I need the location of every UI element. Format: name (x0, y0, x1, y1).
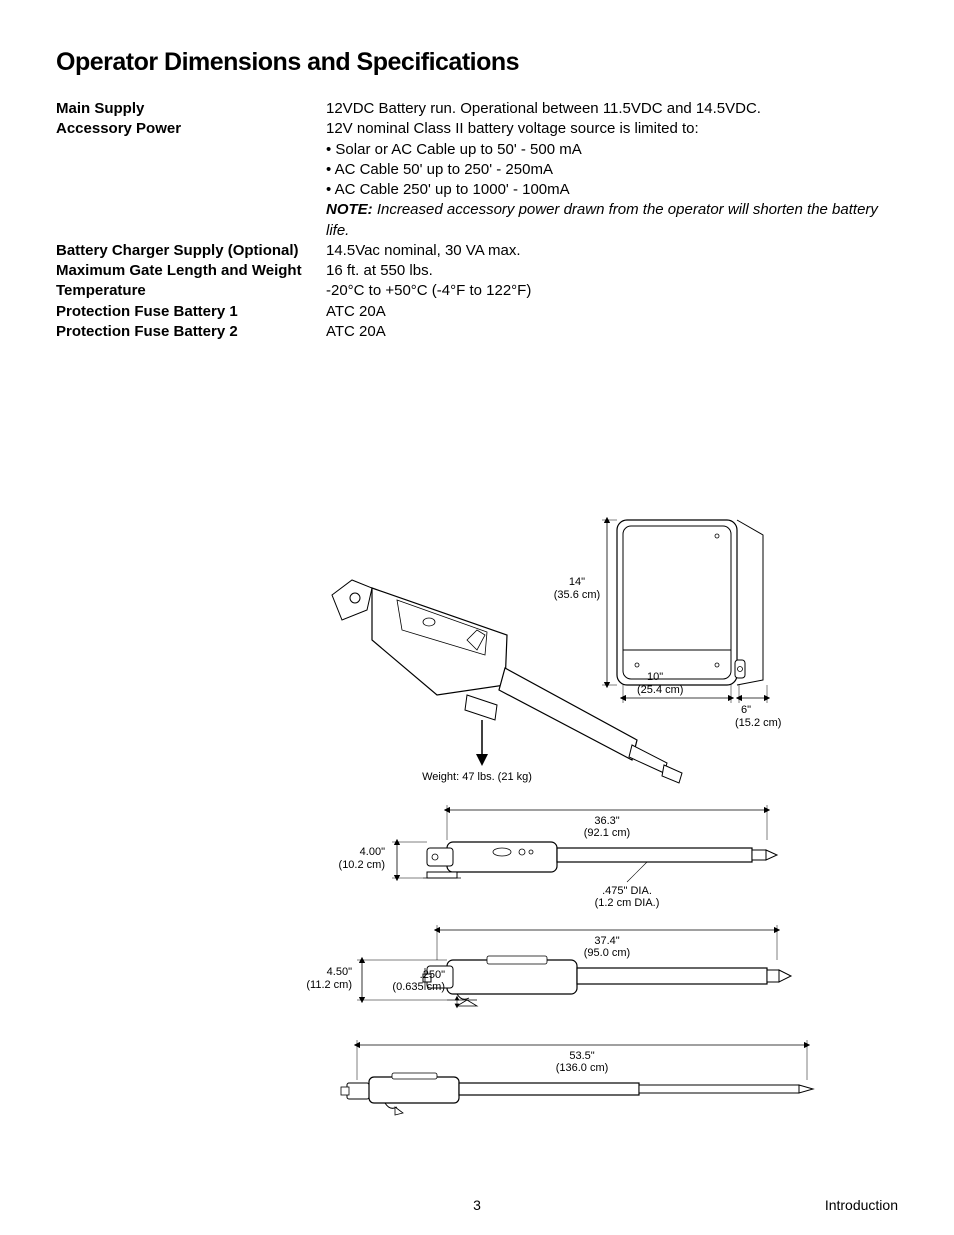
spec-label: Protection Fuse Battery 1 (56, 302, 326, 322)
dim-label: 4.50" (327, 966, 352, 978)
document-page: Operator Dimensions and Specifications M… (0, 0, 954, 1235)
dim-label: 36.3" (594, 815, 619, 827)
operator-view-3: 37.4" (95.0 cm) 4.50 (306, 925, 791, 1006)
section-name: Introduction (825, 1197, 898, 1213)
dim-label: 37.4" (594, 935, 619, 947)
dim-label: 10" (647, 671, 663, 683)
dim-label: .250" (420, 969, 445, 981)
dim-label: (15.2 cm) (735, 717, 781, 729)
spec-value: 12VDC Battery run. Operational between 1… (326, 99, 898, 119)
dim-label: 4.00" (360, 846, 385, 858)
specifications-block: Main Supply 12VDC Battery run. Operation… (56, 99, 898, 342)
dim-label: 14" (569, 576, 585, 588)
spec-row-accessory-power: Accessory Power 12V nominal Class II bat… (56, 119, 898, 241)
spec-text: 12V nominal Class II battery voltage sou… (326, 119, 898, 139)
page-number: 3 (0, 1197, 954, 1213)
spec-label: Protection Fuse Battery 2 (56, 322, 326, 342)
dim-label: (25.4 cm) (637, 684, 683, 696)
spec-row-fuse-1: Protection Fuse Battery 1 ATC 20A (56, 302, 898, 322)
dim-label: .475" DIA. (602, 885, 652, 897)
dim-box-height: 14" (35.6 cm) (554, 520, 617, 685)
spec-value: ATC 20A (326, 322, 898, 342)
spec-value: ATC 20A (326, 302, 898, 322)
dim-label: (92.1 cm) (584, 827, 630, 839)
note-text: Increased accessory power drawn from the… (326, 201, 878, 238)
dim-label: (95.0 cm) (584, 947, 630, 959)
spec-bullet: • Solar or AC Cable up to 50' - 500 mA (326, 140, 898, 160)
dim-label: (1.2 cm DIA.) (595, 897, 660, 909)
diagram-area: 14" (35.6 cm) 10" (25.4 cm) 6" (0, 480, 954, 1160)
spec-bullet: • AC Cable 50' up to 250' - 250mA (326, 160, 898, 180)
spec-bullet: • AC Cable 250' up to 1000' - 100mA (326, 180, 898, 200)
dim-label: (11.2 cm) (306, 979, 352, 991)
spec-row-battery-charger: Battery Charger Supply (Optional) 14.5Va… (56, 241, 898, 261)
spec-value: 16 ft. at 550 lbs. (326, 261, 898, 281)
dim-label: 6" (741, 704, 751, 716)
spec-row-main-supply: Main Supply 12VDC Battery run. Operation… (56, 99, 898, 119)
operator-view-4: 53.5" (136.0 cm) (341, 1040, 813, 1115)
spec-note: NOTE: Increased accessory power drawn fr… (326, 200, 898, 241)
dim-label: (35.6 cm) (554, 589, 600, 601)
spec-label: Temperature (56, 281, 326, 301)
spec-value: 12V nominal Class II battery voltage sou… (326, 119, 898, 241)
spec-label: Main Supply (56, 99, 326, 119)
page-title: Operator Dimensions and Specifications (56, 48, 898, 77)
dim-label: (0.635 cm) (392, 981, 445, 993)
control-box (617, 520, 745, 685)
spec-value: -20°C to +50°C (-4°F to 122°F) (326, 281, 898, 301)
spec-label: Battery Charger Supply (Optional) (56, 241, 326, 261)
spec-row-temperature: Temperature -20°C to +50°C (-4°F to 122°… (56, 281, 898, 301)
spec-row-fuse-2: Protection Fuse Battery 2 ATC 20A (56, 322, 898, 342)
technical-diagram: 14" (35.6 cm) 10" (25.4 cm) 6" (127, 480, 827, 1140)
top-group: 14" (35.6 cm) 10" (25.4 cm) 6" (332, 520, 781, 783)
weight-label: Weight: 47 lbs. (21 kg) (422, 771, 532, 783)
spec-value: 14.5Vac nominal, 30 VA max. (326, 241, 898, 261)
dim-label: (10.2 cm) (339, 859, 385, 871)
note-label: NOTE: (326, 201, 373, 218)
spec-label: Maximum Gate Length and Weight (56, 261, 326, 281)
spec-row-max-gate: Maximum Gate Length and Weight 16 ft. at… (56, 261, 898, 281)
dim-label: (136.0 cm) (556, 1062, 609, 1074)
dim-box-depth: 6" (15.2 cm) (735, 520, 781, 729)
dim-label: 53.5" (569, 1050, 594, 1062)
operator-view-2: 36.3" (92.1 cm) (339, 805, 777, 909)
spec-label: Accessory Power (56, 119, 326, 139)
